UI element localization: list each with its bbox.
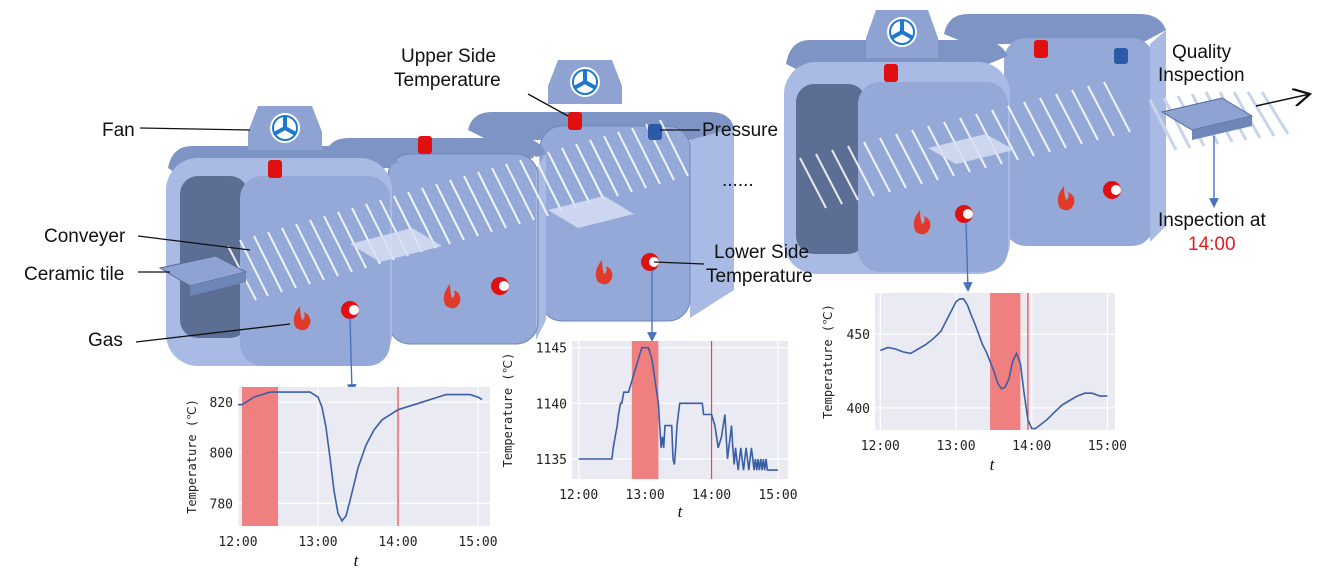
x-tick-label: 14:00: [1012, 439, 1051, 454]
y-axis-label: Temperature (℃): [185, 399, 199, 514]
y-tick-label: 820: [210, 396, 233, 411]
label-inspection-at: Inspection at: [1158, 210, 1266, 231]
chart-right-temperature: 12:00 13:00 14:00 15:00 400 450 Temperature (℃…: [821, 293, 1127, 474]
x-tick-label: 14:00: [378, 535, 417, 550]
label-conveyer: Conveyer: [44, 226, 126, 247]
label-quality: Quality: [1172, 42, 1232, 63]
leader-lines: [135, 93, 705, 343]
kiln-segment-2: [324, 138, 546, 345]
label-lower-side-2: Temperature: [706, 266, 813, 287]
ceramic-tiles: [158, 196, 634, 296]
tile-in-kiln-4: [928, 134, 1014, 164]
x-tick-label: 13:00: [626, 488, 665, 503]
x-tick-label: 12:00: [559, 488, 598, 503]
fan-housing-3: [866, 10, 938, 58]
kiln-segment-4: [784, 40, 1010, 274]
label-lower-side-1: Lower Side: [714, 242, 809, 263]
x-tick-label: 13:00: [936, 439, 975, 454]
fan-housing-1: [248, 106, 322, 150]
y-tick-label: 780: [210, 497, 233, 512]
kiln-segment-1: [166, 146, 398, 366]
label-pressure: Pressure: [702, 120, 778, 141]
x-tick-label: 15:00: [758, 488, 797, 503]
sensors-left: [268, 112, 662, 319]
label-ceramic-tile: Ceramic tile: [24, 264, 124, 285]
inspected-tile: [1160, 97, 1254, 140]
y-tick-label: 1145: [536, 342, 567, 357]
label-upper-side-2: Temperature: [394, 70, 501, 91]
sensors-right: [884, 40, 1128, 223]
highlight-band: [631, 341, 659, 479]
label-inspection-time: 14:00: [1188, 234, 1236, 255]
y-tick-label: 1140: [536, 397, 567, 412]
label-fan: Fan: [102, 120, 135, 141]
gas-flame-icons: [293, 260, 613, 331]
highlight-band: [242, 387, 278, 526]
x-axis-label: t: [678, 502, 684, 521]
temperature-series-line: [238, 391, 483, 523]
gas-flame-icons-right: [913, 186, 1075, 235]
label-upper-side-1: Upper Side: [401, 46, 496, 67]
x-axis-label: t: [354, 551, 360, 570]
label-inspection: Inspection: [1158, 65, 1245, 86]
x-tick-label: 13:00: [298, 535, 337, 550]
fan-housing-2: [548, 60, 622, 104]
y-tick-label: 800: [210, 447, 233, 462]
chart-left-temperature: 12:00 13:00 14:00 15:00 780 800 820 Temperature…: [185, 387, 498, 570]
x-tick-label: 15:00: [458, 535, 497, 550]
x-tick-label: 15:00: [1088, 439, 1127, 454]
temperature-series-line: [578, 346, 778, 471]
y-axis-label: Temperature (℃): [821, 304, 835, 419]
y-axis-label: Temperature (℃): [501, 353, 515, 468]
x-tick-label: 12:00: [861, 439, 900, 454]
y-tick-label: 400: [847, 402, 870, 417]
exit-arrow: [1255, 94, 1310, 107]
label-ellipsis: ......: [722, 170, 754, 191]
chart-middle-temperature: 12:00 13:00 14:00 15:00 1135 1140 1145 Temperat…: [501, 341, 798, 521]
y-tick-label: 1135: [536, 453, 567, 468]
flow-arrows: [346, 136, 1219, 394]
temperature-series-line: [880, 298, 1108, 430]
y-tick-label: 450: [847, 328, 870, 343]
x-tick-label: 12:00: [218, 535, 257, 550]
x-axis-label: t: [990, 455, 996, 474]
highlight-band: [990, 293, 1021, 430]
x-tick-label: 14:00: [692, 488, 731, 503]
label-gas: Gas: [88, 330, 123, 351]
